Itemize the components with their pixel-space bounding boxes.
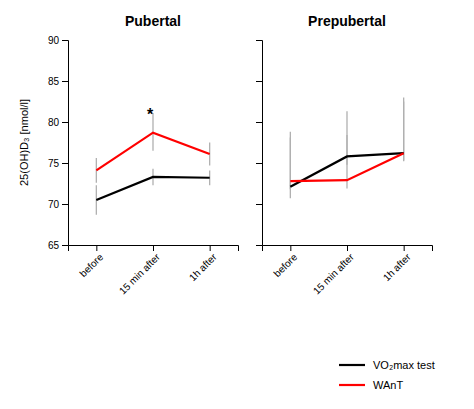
y-tick-mark (256, 204, 262, 205)
y-tick (256, 204, 262, 205)
panel: before 15 min after 1h after 65 70 75 80 85 90 Pu… (18, 13, 239, 296)
y-tick-mark (62, 163, 68, 164)
y-axis (256, 41, 263, 246)
x-tick-mark (290, 245, 291, 251)
y-tick-label: 70 (48, 199, 60, 210)
y-axis-line (62, 41, 69, 246)
x-tick-label: 15 min after (117, 251, 163, 297)
series-line (96, 133, 209, 171)
series-line (96, 177, 209, 200)
y-tick-mark (256, 122, 262, 123)
plot-area (290, 97, 403, 198)
y-tick: 75 (48, 158, 68, 169)
y-tick (256, 245, 262, 246)
x-axis-line (263, 246, 433, 252)
y-tick-mark (256, 81, 262, 82)
legend-label: WAnT (373, 379, 403, 391)
error-bars (96, 113, 209, 183)
y-tick: 80 (48, 117, 68, 128)
y-tick-label: 85 (48, 76, 60, 87)
title: Pubertal (125, 13, 181, 29)
error-bars (96, 169, 209, 215)
y-tick (256, 122, 262, 123)
y-tick-mark (256, 245, 262, 246)
y-tick: 65 (48, 240, 68, 251)
y-tick-mark (62, 122, 68, 123)
y-tick-mark (62, 40, 68, 41)
y-tick-mark (256, 40, 262, 41)
y-axis-line (256, 41, 263, 246)
y-axis-title: 25(OH)D₃ [nmol/l] (18, 99, 30, 186)
series-line (290, 153, 403, 181)
legend-entry: WAnT (339, 379, 403, 391)
series-line (290, 153, 403, 187)
x-tick-label: before (77, 251, 105, 279)
x-axis: before 15 min after 1h after (69, 245, 239, 296)
x-axis-line (69, 246, 239, 252)
y-tick: 85 (48, 76, 68, 87)
x-tick-mark (153, 245, 154, 251)
panel: before 15 min after 1h after Prepubertal (256, 13, 433, 296)
y-tick (256, 81, 262, 82)
error-bars (290, 97, 403, 189)
y-tick-mark (62, 204, 68, 205)
x-tick: before (77, 245, 105, 279)
legend: VO₂max test WAnT (339, 359, 435, 391)
title: Prepubertal (308, 13, 386, 29)
x-tick-label: 1h after (187, 251, 219, 283)
x-tick-mark (210, 245, 211, 251)
y-tick-label: 90 (48, 35, 60, 46)
x-tick: 1h after (187, 245, 219, 283)
legend-label: VO₂max test (373, 359, 435, 371)
y-tick-mark (62, 245, 68, 246)
x-tick: before (271, 245, 299, 279)
y-axis: 65 70 75 80 85 90 (48, 35, 69, 251)
annotation: * (147, 106, 154, 123)
x-tick: 1h after (381, 245, 413, 283)
x-tick-mark (404, 245, 405, 251)
y-tick: 70 (48, 199, 68, 210)
error-bars (290, 102, 403, 199)
plot-area (96, 113, 209, 215)
y-tick (256, 40, 262, 41)
x-tick-label: 15 min after (311, 251, 357, 297)
legend-swatch (339, 364, 365, 366)
x-tick-mark (96, 245, 97, 251)
x-tick: 15 min after (311, 245, 357, 296)
y-tick-mark (256, 163, 262, 164)
y-tick-mark (62, 81, 68, 82)
x-tick-label: before (271, 251, 299, 279)
chart: before 15 min after 1h after 65 70 75 80 85 90 Pu… (0, 0, 474, 409)
y-tick-label: 80 (48, 117, 60, 128)
y-tick-label: 75 (48, 158, 60, 169)
y-tick (256, 163, 262, 164)
legend-swatch (339, 384, 365, 386)
x-tick-label: 1h after (381, 251, 413, 283)
y-tick-label: 65 (48, 240, 60, 251)
x-axis: before 15 min after 1h after (263, 245, 433, 296)
y-tick: 90 (48, 35, 68, 46)
legend-entry: VO₂max test (339, 359, 435, 371)
error-bar (403, 97, 404, 161)
x-tick: 15 min after (117, 245, 163, 296)
x-tick-mark (347, 245, 348, 251)
